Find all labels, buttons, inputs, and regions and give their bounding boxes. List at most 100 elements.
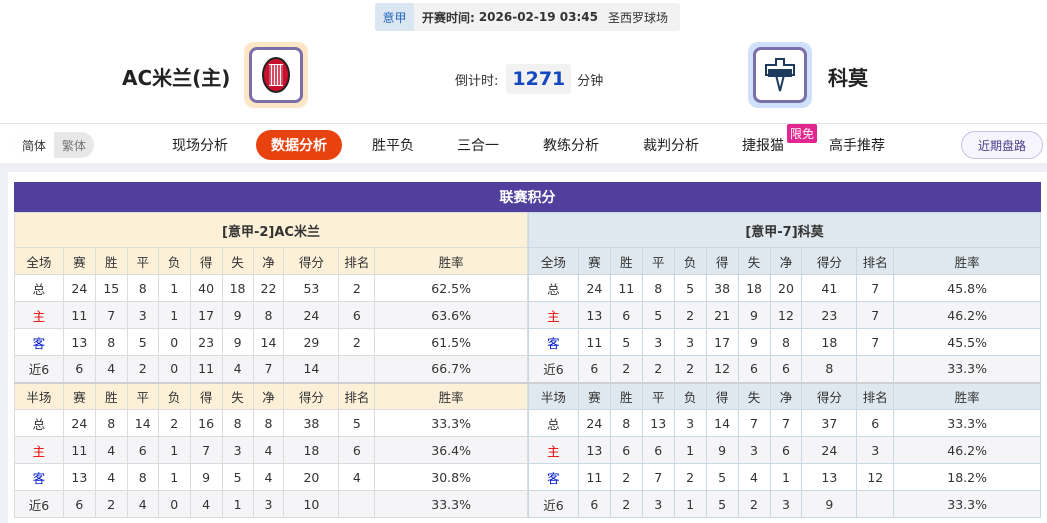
column-header: 负 (157, 381, 191, 410)
column-header: 排名 (338, 381, 376, 410)
tab-jiebaomao[interactable]: 捷报猫 (742, 138, 784, 154)
section-label: 全场 (14, 247, 64, 275)
table-cell: 9 (737, 301, 771, 329)
table-cell: 9 (801, 490, 858, 518)
table-cell: 4 (94, 463, 128, 491)
table-cell: 3 (641, 490, 675, 518)
table-cell: 46.2% (893, 436, 1041, 464)
table-cell: 3 (737, 436, 771, 464)
home-team-logo[interactable] (244, 42, 308, 108)
table-cell: 13 (577, 301, 611, 329)
table-cell: 8 (221, 409, 254, 437)
lang-simplified[interactable]: 简体 (14, 132, 54, 158)
table-cell: 7 (856, 328, 895, 356)
como-crest-icon (765, 58, 795, 92)
table-cell: 24 (283, 301, 340, 329)
table-cell: 33.3% (374, 490, 528, 518)
table-cell: 1 (673, 490, 707, 518)
column-header: 平 (126, 381, 159, 410)
table-row: 近6 6 2 3 1 5 2 3 9 33.3% (528, 490, 1041, 518)
table-cell: 46.2% (893, 301, 1041, 329)
countdown-unit: 分钟 (577, 73, 604, 89)
row-label: 客 (14, 328, 64, 356)
table-cell: 20 (283, 463, 340, 491)
table-cell: 12 (705, 355, 739, 383)
venue: 圣西罗球场 (607, 10, 668, 25)
tab-coach-analysis[interactable]: 教练分析 (543, 138, 599, 154)
table-cell: 21 (705, 301, 739, 329)
table-row: 总 24 8 13 3 14 7 7 37 6 33.3% (528, 409, 1041, 437)
table-cell: 1 (221, 490, 254, 518)
column-header: 净 (769, 247, 803, 275)
table-cell: 2 (126, 355, 159, 383)
tab-live-analysis[interactable]: 现场分析 (172, 138, 228, 154)
row-label: 主 (14, 436, 64, 464)
tab-win-draw-loss[interactable]: 胜平负 (372, 138, 414, 154)
table-cell: 3 (673, 328, 707, 356)
table-cell: 6 (126, 436, 159, 464)
table-cell: 13 (641, 409, 675, 437)
table-cell: 6 (338, 436, 376, 464)
table-cell: 17 (189, 301, 223, 329)
table-cell: 6 (769, 436, 803, 464)
table-cell: 4 (338, 463, 376, 491)
table-cell: 7 (856, 301, 895, 329)
table-cell: 14 (126, 409, 159, 437)
table-cell: 8 (252, 301, 285, 329)
table-cell: 5 (641, 301, 675, 329)
table-cell: 8 (126, 274, 159, 302)
table-cell: 3 (673, 409, 707, 437)
league-badge[interactable]: 意甲 (375, 3, 414, 31)
table-cell: 24 (577, 409, 611, 437)
tab-three-in-one[interactable]: 三合一 (457, 138, 499, 154)
table-row: 主 13 6 6 1 9 3 6 24 3 46.2% (528, 436, 1041, 464)
table-cell: 5 (705, 463, 739, 491)
table-cell: 13 (62, 328, 96, 356)
away-team-logo[interactable] (748, 42, 812, 108)
table-cell: 2 (157, 409, 191, 437)
column-header: 胜 (609, 247, 643, 275)
table-cell: 3 (252, 490, 285, 518)
home-team-name[interactable]: AC米兰(主) (122, 66, 231, 90)
away-team-name[interactable]: 科莫 (828, 66, 868, 90)
column-header: 负 (157, 247, 191, 275)
column-header: 胜率 (893, 247, 1041, 275)
table-cell: 6 (62, 490, 96, 518)
table-cell: 4 (94, 355, 128, 383)
start-label: 开赛时间: (422, 10, 475, 25)
recent-handicap-button[interactable]: 近期盘路 (961, 131, 1043, 159)
table-cell: 7 (856, 274, 895, 302)
column-header: 得分 (801, 247, 858, 275)
tab-expert-picks[interactable]: 高手推荐 (829, 138, 885, 154)
table-cell: 14 (705, 409, 739, 437)
tab-data-analysis[interactable]: 数据分析 (256, 130, 342, 160)
tab-referee-analysis[interactable]: 裁判分析 (643, 138, 699, 154)
table-cell: 66.7% (374, 355, 528, 383)
table-row: 总 24 15 8 1 40 18 22 53 2 62.5% (14, 274, 528, 302)
table-cell: 5 (609, 328, 643, 356)
column-header-row: 全场赛胜平负得失净得分 排名 胜率 (528, 247, 1041, 275)
column-header: 得 (189, 381, 223, 410)
table-cell: 14 (252, 328, 285, 356)
table-cell: 2 (338, 274, 376, 302)
table-cell: 2 (609, 490, 643, 518)
lang-traditional[interactable]: 繁体 (61, 138, 86, 153)
table-cell: 24 (62, 409, 96, 437)
table-cell: 2 (609, 463, 643, 491)
language-toggle[interactable]: 简体 繁体 (14, 132, 94, 158)
table-cell (856, 355, 895, 383)
table-cell: 7 (769, 409, 803, 437)
column-header: 排名 (856, 247, 895, 275)
table-cell: 8 (126, 463, 159, 491)
table-cell: 8 (801, 355, 858, 383)
table-cell: 11 (62, 301, 96, 329)
table-cell: 16 (189, 409, 223, 437)
column-header: 得分 (801, 381, 858, 410)
table-cell (856, 490, 895, 518)
table-cell: 12 (769, 301, 803, 329)
column-header: 失 (737, 381, 771, 410)
table-cell: 6 (641, 436, 675, 464)
table-cell: 2 (609, 355, 643, 383)
table-cell: 2 (737, 490, 771, 518)
column-header: 排名 (856, 381, 895, 410)
